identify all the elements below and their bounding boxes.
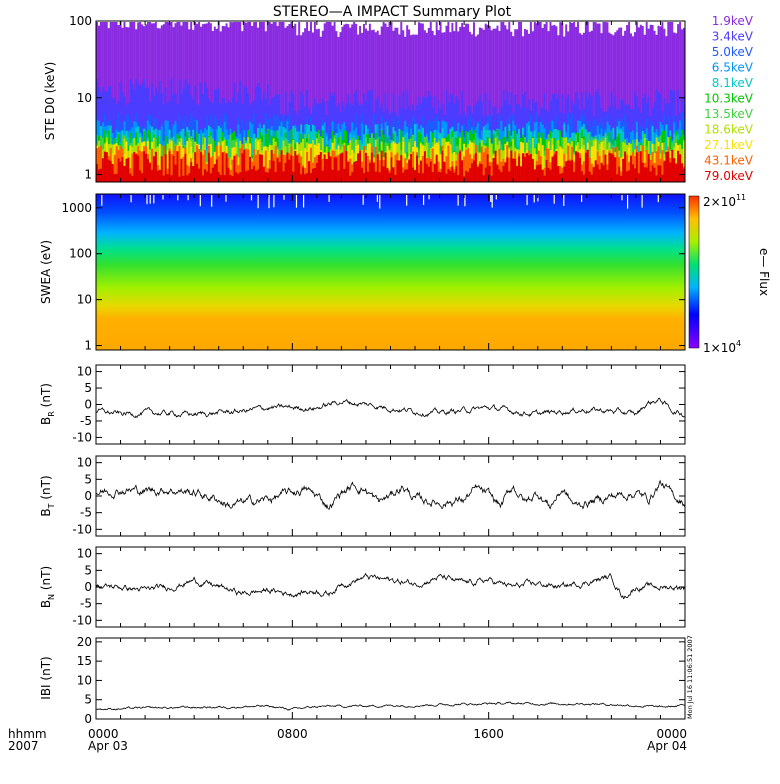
br-frame: [95, 364, 686, 445]
swea-panel: 1 10 100 1000 SWEA (eV) 2×1011 1×104 e— Flu…: [39, 193, 771, 355]
bt-ytick-label: -10: [72, 522, 92, 536]
time-unit-label: hhmm: [8, 727, 47, 741]
swea-gaps: [101, 195, 659, 209]
bt-ytick-label: 10: [77, 456, 92, 470]
bn-ytick-label: -5: [80, 597, 92, 611]
ste-legend-item: 10.3keV: [704, 92, 754, 106]
time-tick-label: 0000: [656, 727, 687, 741]
ste-ytick-label: 10: [77, 91, 92, 105]
br-ytick-label: -5: [80, 414, 92, 428]
colorbar-max-label: 2×1011: [703, 193, 746, 209]
bn-ytick-label: 10: [77, 547, 92, 561]
ste-y-axis: 1 10 100: [69, 14, 685, 182]
br-ylabel: BR (nT): [39, 383, 56, 425]
bn-ytick-label: -10: [72, 613, 92, 627]
time-axis-ticks: [95, 21, 686, 719]
bt-panel: 10 5 0 -5 -10 BT (nT): [39, 455, 686, 537]
time-year-label: 2007: [8, 739, 39, 753]
bn-ylabel: BN (nT): [39, 566, 56, 608]
ste-legend-item: 79.0keV: [704, 169, 754, 183]
babs-ytick-label: 5: [84, 693, 92, 707]
babs-ytick-label: 15: [77, 654, 92, 668]
bt-ytick-label: 0: [84, 489, 92, 503]
ste-legend-item: 27.1keV: [704, 138, 754, 152]
swea-ytick-label: 1000: [61, 201, 92, 215]
ste-legend-item: 13.5keV: [704, 107, 754, 121]
babs-ytick-label: 0: [84, 712, 92, 726]
swea-ytick-label: 100: [69, 247, 92, 261]
bn-panel: 10 5 0 -5 -10 BN (nT): [39, 546, 686, 628]
bn-frame: [95, 546, 686, 628]
bt-line: [95, 479, 686, 511]
br-ytick-label: 0: [84, 398, 92, 412]
ste-energy-bands: [96, 22, 685, 182]
br-ytick-label: 5: [84, 381, 92, 395]
br-ytick-label: -10: [72, 430, 92, 444]
swea-ytick-label: 1: [84, 339, 92, 353]
babs-ytick-label: 10: [77, 673, 92, 687]
ste-legend-item: 3.4keV: [712, 30, 754, 44]
ste-legend-item: 6.5keV: [712, 61, 754, 75]
swea-y-axis: 1 10 100 1000: [61, 201, 685, 353]
bn-line: [95, 572, 686, 600]
babs-line: [95, 701, 686, 711]
babs-panel: 20 15 10 5 0 IBI (nT) Mon Jul 16 11:06:51 20…: [39, 635, 694, 726]
plot-title: STEREO—A IMPACT Summary Plot: [273, 4, 512, 20]
ste-legend-item: 1.9keV: [712, 14, 754, 28]
time-tick-label: 0800: [277, 727, 308, 741]
br-line: [95, 397, 686, 419]
ste-legend-item: 8.1keV: [712, 76, 754, 90]
bn-y-axis: 10 5 0 -5 -10: [72, 547, 685, 627]
bt-y-axis: 10 5 0 -5 -10: [72, 456, 685, 536]
ste-ylabel: STE D0 (keV): [43, 62, 57, 141]
colorbar-min-label: 1×104: [703, 339, 741, 355]
time-date-label: Apr 04: [647, 739, 687, 753]
timestamp-stamp: Mon Jul 16 11:06:51 2007: [686, 635, 694, 719]
br-panel: 10 5 0 -5 -10 BR (nT): [39, 364, 686, 445]
bt-frame: [95, 455, 686, 537]
bt-ytick-label: -5: [80, 506, 92, 520]
br-y-axis: 10 5 0 -5 -10: [72, 365, 685, 444]
bt-ytick-label: 5: [84, 472, 92, 486]
swea-ylabel: SWEA (eV): [39, 240, 53, 304]
ste-ytick-label: 1: [84, 168, 92, 182]
colorbar-label: e— Flux: [757, 248, 771, 296]
babs-ylabel: IBI (nT): [39, 656, 53, 699]
ste-legend-item: 43.1keV: [704, 154, 754, 168]
br-ytick-label: 10: [77, 365, 92, 379]
time-date-label: Apr 03: [88, 739, 128, 753]
bt-ylabel: BT (nT): [39, 475, 56, 516]
bn-ytick-label: 5: [84, 563, 92, 577]
bn-ytick-label: 0: [84, 580, 92, 594]
ste-legend-item: 5.0keV: [712, 45, 754, 59]
colorbar: [688, 195, 700, 349]
ste-ytick-label: 100: [69, 14, 92, 28]
babs-y-axis: 20 15 10 5 0: [77, 635, 685, 726]
babs-ytick-label: 20: [77, 635, 92, 649]
swea-ytick-label: 10: [77, 293, 92, 307]
swea-spectrogram: [96, 194, 685, 350]
ste-band-79.0keV: [96, 149, 685, 182]
time-tick-label: 1600: [473, 727, 504, 741]
time-tick-label: 0000: [88, 727, 119, 741]
ste-legend-item: 18.6keV: [704, 123, 754, 137]
